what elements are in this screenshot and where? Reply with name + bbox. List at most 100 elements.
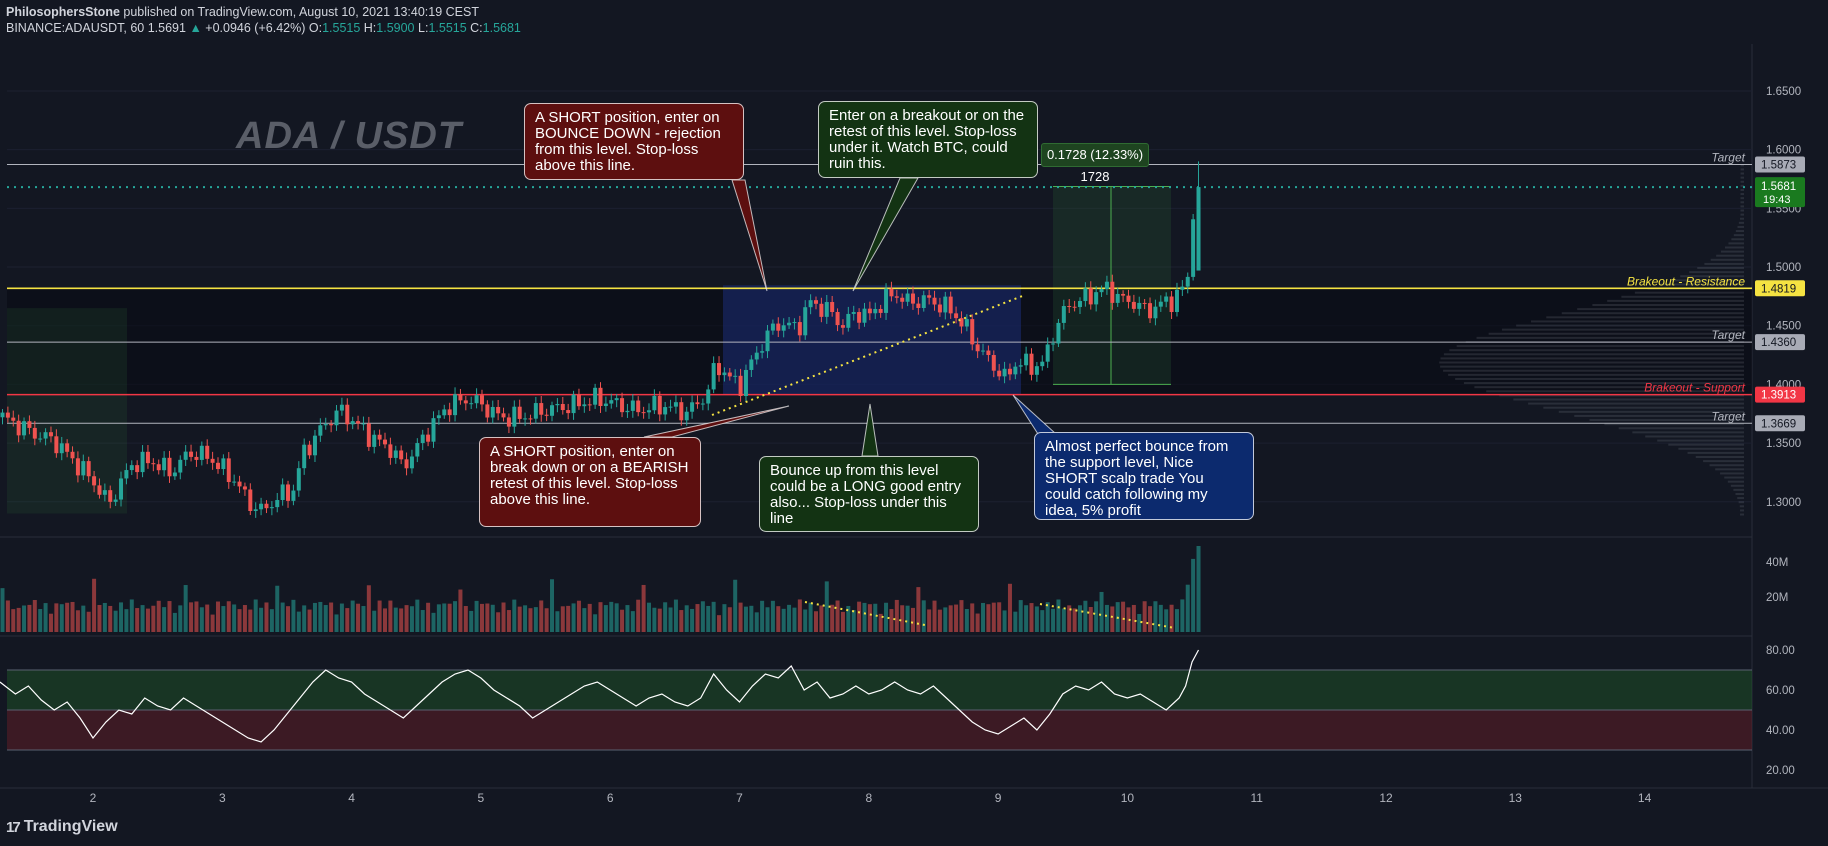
volume-bar <box>1051 608 1056 632</box>
trendline <box>711 294 1026 416</box>
volume-bar <box>1169 604 1174 632</box>
candle-body <box>393 450 398 458</box>
volume-bar <box>943 607 948 632</box>
candle-body <box>135 465 140 473</box>
candle-body <box>765 330 770 352</box>
volume-bar <box>259 607 264 632</box>
candle-body <box>1148 303 1153 319</box>
candle-body <box>760 351 765 353</box>
volume-bar <box>894 599 899 632</box>
volume-profile-bar <box>1501 328 1744 331</box>
volume-bar <box>932 600 937 632</box>
callout-short-top[interactable]: A SHORT position, enter on BOUNCE DOWN -… <box>524 103 744 180</box>
candle-body <box>636 400 641 413</box>
volume-bar <box>496 612 501 632</box>
current-price-tag-price: 1.5681 <box>1761 181 1796 193</box>
callout-long[interactable]: Bounce up from this level could be a LON… <box>759 456 979 532</box>
candle-body <box>1029 353 1034 375</box>
time-tick-label: 2 <box>90 791 97 805</box>
volume-bar <box>641 584 646 632</box>
volume-bar <box>135 608 140 632</box>
volume-bar <box>910 607 915 632</box>
volume-profile-bar <box>1440 365 1744 368</box>
candle-body <box>199 445 204 460</box>
candle-body <box>5 412 10 418</box>
volume-profile-bar <box>1488 332 1744 335</box>
volume-bar <box>668 607 673 632</box>
candle-body <box>113 499 118 502</box>
volume-bar <box>1121 601 1126 632</box>
volume-bar <box>512 599 517 632</box>
volume-profile-bar <box>1697 267 1744 270</box>
candle-body <box>399 450 404 460</box>
volume-bar <box>862 602 867 632</box>
candle-body <box>0 412 5 418</box>
volume-bar <box>964 609 969 632</box>
tradingview-logo[interactable]: 17 TradingView <box>6 818 118 836</box>
candle-body <box>900 297 905 302</box>
volume-bar <box>242 605 247 632</box>
candle-body <box>1072 306 1077 308</box>
candle-body <box>1099 289 1104 293</box>
volume-bar <box>156 600 161 632</box>
candle-body <box>916 303 921 308</box>
volume-bar <box>754 612 759 632</box>
candle-body <box>776 323 781 331</box>
candle-body <box>334 410 339 426</box>
volume-bar <box>1040 610 1045 632</box>
callout-breakout[interactable]: Enter on a breakout or on the retest of … <box>818 101 1038 178</box>
volume-bar <box>900 605 905 632</box>
candle-body <box>1040 361 1045 367</box>
volume-bar <box>463 606 468 632</box>
volume-bar <box>523 605 528 632</box>
candle-body <box>237 481 242 487</box>
volume-bar <box>70 601 75 632</box>
candle-body <box>264 503 269 509</box>
volume-bar <box>226 601 231 632</box>
time-tick-label: 14 <box>1638 791 1652 805</box>
candle-body <box>754 352 759 360</box>
price-tick-label: 1.3500 <box>1766 438 1801 450</box>
volume-bar <box>1191 558 1196 632</box>
candle-body <box>646 410 651 413</box>
candle-body <box>695 402 700 405</box>
candle-body <box>167 457 172 477</box>
volume-bar <box>743 606 748 632</box>
candle-body <box>97 485 102 495</box>
candle-body <box>690 402 695 412</box>
volume-bar <box>722 604 727 632</box>
open-label: O: <box>308 21 323 35</box>
callout-bounce[interactable]: Almost perfect bounce from the support l… <box>1034 432 1254 520</box>
volume-bar <box>797 599 802 632</box>
candle-body <box>824 302 829 317</box>
open-value: 1.5515 <box>322 21 361 35</box>
candle-body <box>1180 286 1185 290</box>
volume-profile-bar <box>1448 373 1744 376</box>
price-tick-label: 1.6500 <box>1766 86 1801 98</box>
candle-body <box>851 312 856 314</box>
volume-bar <box>27 604 32 632</box>
volume-bar <box>296 611 301 632</box>
callout-short-bottom[interactable]: A SHORT position, enter on break down or… <box>479 437 701 527</box>
candle-body <box>528 418 533 420</box>
volume-bar <box>986 604 991 632</box>
candle-body <box>1002 368 1007 377</box>
author-name: PhilosophersStone <box>6 5 120 19</box>
candle-body <box>738 375 743 396</box>
volume-bar <box>582 608 587 632</box>
callout-pointer <box>1012 394 1058 435</box>
candle-body <box>814 300 819 304</box>
volume-bar <box>673 599 678 632</box>
volume-profile-bar <box>1513 398 1744 401</box>
volume-bar <box>1077 605 1082 632</box>
volume-bar <box>383 608 388 632</box>
volume-bar <box>11 609 16 632</box>
level-price-tag-label: 1.3913 <box>1761 390 1796 402</box>
volume-profile-bar <box>1731 238 1744 241</box>
volume-bar <box>237 609 242 632</box>
volume-profile-bar <box>1443 353 1744 356</box>
logo-text: TradingView <box>23 818 118 835</box>
candle-body <box>253 509 258 512</box>
candle-body <box>1196 187 1201 271</box>
